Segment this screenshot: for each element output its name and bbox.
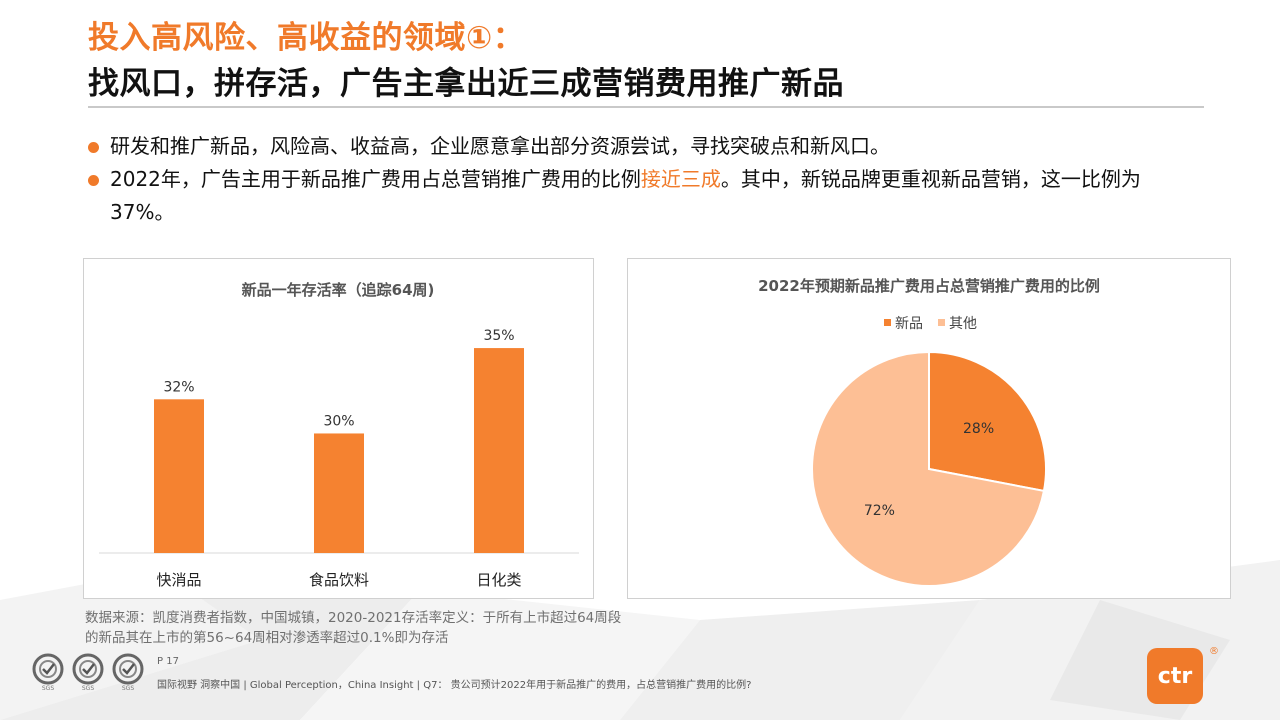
title-divider <box>88 106 1204 108</box>
pie-chart: 2022年预期新品推广费用占总营销推广费用的比例 新品 其他 28% 72% <box>758 277 1100 587</box>
pie-value-label: 28% <box>963 421 994 437</box>
sgs-label: SGS <box>42 685 54 692</box>
pie-value-label: 72% <box>864 503 895 519</box>
pie-slice <box>811 350 1046 587</box>
bar <box>314 433 364 553</box>
pie-chart-panel: 2022年预期新品推广费用占总营销推广费用的比例 新品 其他 28% 72% <box>627 258 1231 599</box>
x-tick-label: 快消品 <box>156 571 201 589</box>
registered-mark-icon: ® <box>1209 646 1219 657</box>
legend-label: 新品 <box>895 316 923 332</box>
sgs-seals: SGS SGS SGS <box>32 653 144 692</box>
sgs-seal-icon: SGS <box>72 653 104 692</box>
bullet-dot-icon <box>88 175 99 186</box>
bullet-text-pre: 2022年，广告主用于新品推广费用占总营销推广费用的比例 <box>110 167 641 191</box>
pie-slice <box>928 350 1047 493</box>
page-title: 投入高风险、高收益的领域①： <box>88 20 525 56</box>
x-tick-label: 日化类 <box>476 571 521 589</box>
bullet-highlight: 接近三成 <box>640 167 721 191</box>
page-number: P 17 <box>157 656 179 667</box>
page-subtitle: 找风口，拼存活，广告主拿出近三成营销费用推广新品 <box>88 66 844 102</box>
bar-chart-panel: 新品一年存活率（追踪64周) 32% 快消品 30% 食品饮料 35% 日化类 <box>83 258 594 599</box>
footer-text: 国际视野 洞察中国 | Global Perception，China Insi… <box>157 680 752 691</box>
bullet-list: 研发和推广新品，风险高、收益高，企业愿意拿出部分资源尝试，寻找突破点和新风口。 … <box>88 130 1198 229</box>
bullet-text: 研发和推广新品，风险高、收益高，企业愿意拿出部分资源尝试，寻找突破点和新风口。 <box>110 134 890 158</box>
bar-value-label: 32% <box>163 379 194 395</box>
bar-value-label: 30% <box>323 413 354 429</box>
sgs-seal-icon: SGS <box>112 653 144 692</box>
data-source-note: 数据来源：凯度消费者指数，中国城镇，2020-2021存活率定义：于所有上市超过… <box>85 610 622 646</box>
x-tick-label: 食品饮料 <box>309 571 369 589</box>
ctr-logo: ctr <box>1147 648 1203 704</box>
sgs-seal-icon: SGS <box>32 653 64 692</box>
legend-swatch <box>884 319 891 326</box>
bar-value-label: 35% <box>483 328 514 344</box>
bar-chart: 新品一年存活率（追踪64周) 32% 快消品 30% 食品饮料 35% 日化类 <box>99 281 579 589</box>
sgs-label: SGS <box>82 685 94 692</box>
pie-chart-title: 2022年预期新品推广费用占总营销推广费用的比例 <box>758 277 1100 295</box>
sgs-label: SGS <box>122 685 134 692</box>
bar-chart-title: 新品一年存活率（追踪64周) <box>242 281 435 299</box>
bullet-dot-icon <box>88 142 99 153</box>
bar <box>474 348 524 553</box>
legend-swatch <box>938 319 945 326</box>
legend-label: 其他 <box>949 316 977 332</box>
bullet-item: 2022年，广告主用于新品推广费用占总营销推广费用的比例接近三成。其中，新锐品牌… <box>88 163 1198 229</box>
bullet-text-post: 。其中，新锐品牌更重视新品营销，这一比例为37%。 <box>110 167 1141 224</box>
bullet-item: 研发和推广新品，风险高、收益高，企业愿意拿出部分资源尝试，寻找突破点和新风口。 <box>88 130 1198 163</box>
bar <box>154 399 204 553</box>
